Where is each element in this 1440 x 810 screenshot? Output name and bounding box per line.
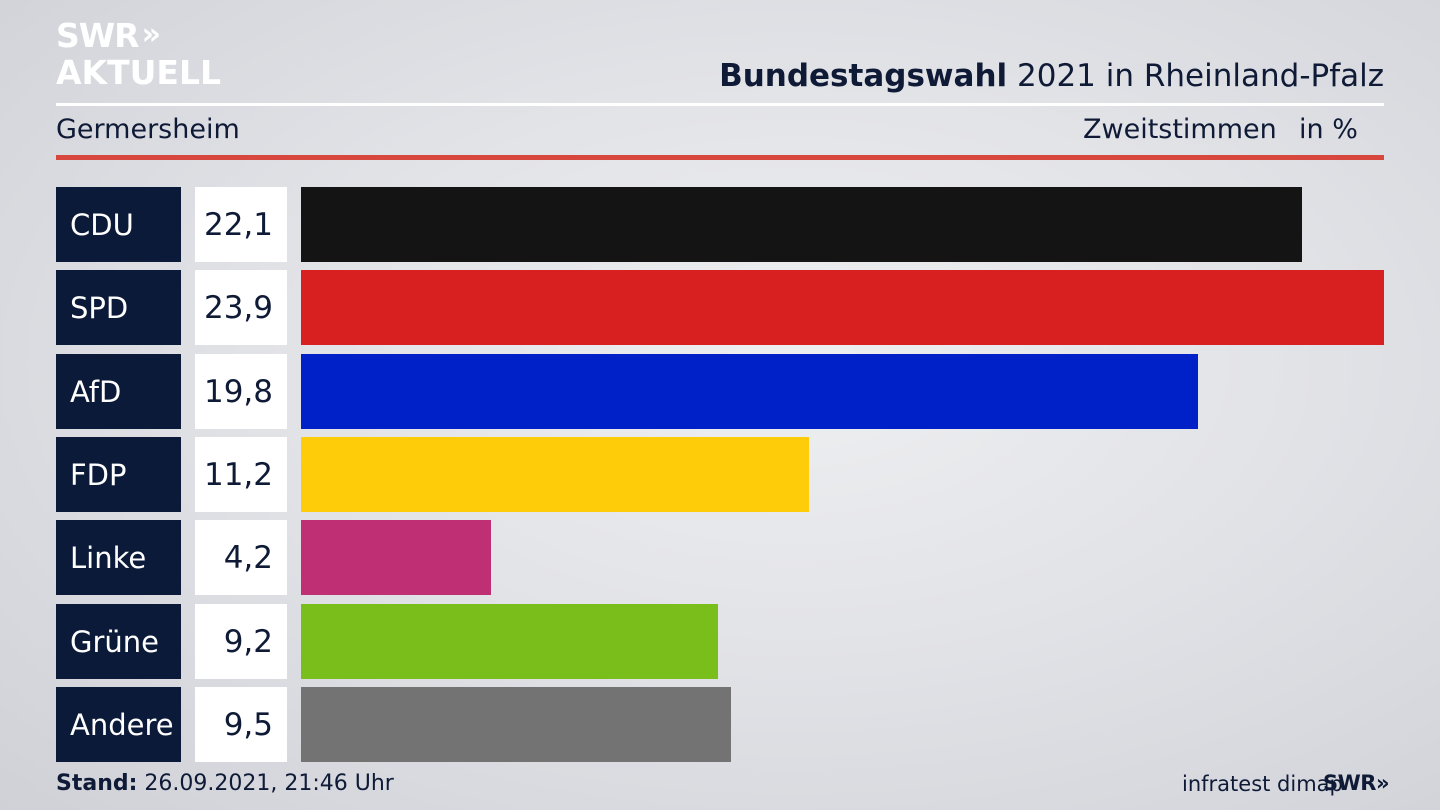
accent-divider: [56, 155, 1384, 160]
swr-aktuell-logo: SWR» AKTUELL: [56, 16, 221, 90]
bar-row: AfD 19,8: [56, 354, 1384, 429]
chart-title: Bundestagswahl 2021 in Rheinland-Pfalz: [719, 58, 1384, 94]
bar-row: SPD 23,9: [56, 270, 1384, 345]
metric-label: Zweitstimmen: [1083, 114, 1277, 145]
party-label: Linke: [56, 520, 181, 595]
timestamp: Stand: 26.09.2021, 21:46 Uhr: [56, 771, 394, 796]
stand-value: 26.09.2021, 21:46 Uhr: [137, 771, 394, 796]
bar-row: CDU 22,1: [56, 187, 1384, 262]
bar-row: Grüne 9,2: [56, 604, 1384, 679]
title-rest: 2021 in Rheinland-Pfalz: [1007, 58, 1384, 94]
value-label: 23,9: [195, 270, 287, 345]
logo-aktuell: AKTUELL: [56, 52, 222, 92]
stand-label: Stand:: [56, 771, 138, 796]
bar: [301, 437, 809, 512]
bar: [301, 270, 1384, 345]
party-label: Grüne: [56, 604, 181, 679]
logo-swr: SWR: [56, 15, 140, 55]
unit-label: in %: [1299, 114, 1358, 145]
value-label: 4,2: [195, 520, 287, 595]
source-label: infratest dimap: [1182, 772, 1343, 796]
value-label: 9,5: [195, 687, 287, 762]
region-label: Germersheim: [56, 114, 240, 145]
value-label: 11,2: [195, 437, 287, 512]
bar-row: Linke 4,2: [56, 520, 1384, 595]
bar: [301, 187, 1302, 262]
party-label: AfD: [56, 354, 181, 429]
value-label: 22,1: [195, 187, 287, 262]
value-label: 9,2: [195, 604, 287, 679]
bar: [301, 604, 718, 679]
header-divider: [56, 103, 1384, 106]
party-label: FDP: [56, 437, 181, 512]
party-label: Andere: [56, 687, 181, 762]
bar: [301, 687, 731, 762]
value-label: 19,8: [195, 354, 287, 429]
party-label: CDU: [56, 187, 181, 262]
bar: [301, 354, 1198, 429]
logo-chevrons-icon: »: [141, 17, 162, 52]
bar-row: Andere 9,5: [56, 687, 1384, 762]
bar-row: FDP 11,2: [56, 437, 1384, 512]
title-bold: Bundestagswahl: [719, 58, 1008, 94]
party-label: SPD: [56, 270, 181, 345]
swr-brand-icon: SWR»: [1323, 771, 1390, 795]
bar: [301, 520, 491, 595]
